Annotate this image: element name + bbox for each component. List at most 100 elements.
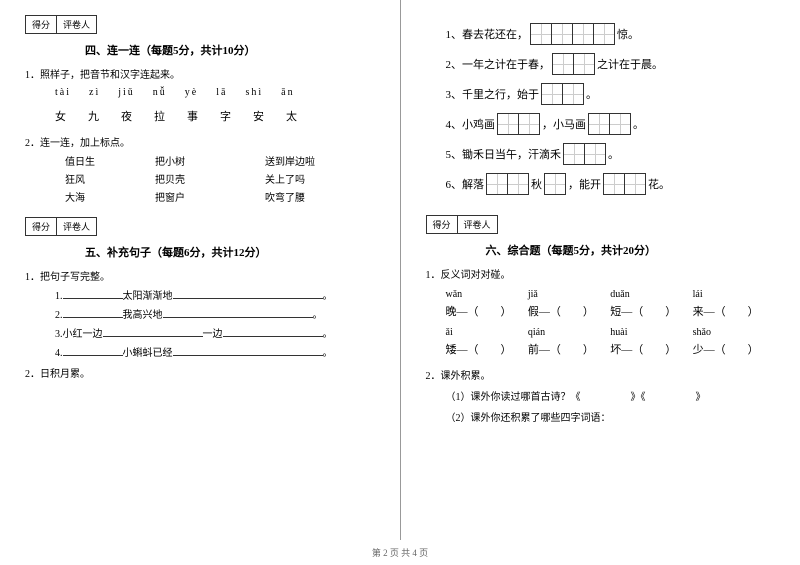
antonym-pinyin: shǎo [693,327,775,338]
char-box[interactable] [624,173,646,195]
char-box[interactable] [518,113,540,135]
char-box[interactable] [593,23,615,45]
char-box-group[interactable] [544,173,566,195]
q5-1: 1．把句子写完整。 [25,268,375,283]
line-num: 5、 [446,146,463,162]
pair-cell: 值日生 [65,153,155,168]
char-lines: 1、春去花还在，惊。2、一年之计在于春，之计在于晨。3、千里之行，始于。4、小鸡… [426,23,776,195]
left-column: 得分 评卷人 四、连一连（每题5分，共计10分） 1．照样子，把音节和汉字连起来… [0,0,401,540]
char-box[interactable] [588,113,610,135]
line-num: 4. [55,348,63,359]
q4-1: 1．照样子，把音节和汉字连起来。 [25,66,375,81]
pinyin: jiǔ [118,87,135,98]
q6-1: 1．反义词对对碰。 [426,266,776,281]
pair-cell: 把小树 [155,153,265,168]
char-box[interactable] [530,23,552,45]
line-num: 3. [55,329,63,340]
line-text: 。 [586,86,597,102]
char-box[interactable] [541,83,563,105]
line-text: ，小马画 [542,116,586,132]
char-box-group[interactable] [541,83,584,105]
antonym-cell: huài 坏—（ ） [610,327,692,357]
blank[interactable] [163,307,313,318]
blank[interactable] [173,345,323,356]
q6-2b: （2）课外你还积累了哪些四字词语： [446,409,776,424]
line-text: 千里之行，始于 [462,86,539,102]
antonym-pinyin: duǎn [610,289,692,300]
line-text: 之计在于晨。 [597,56,663,72]
char-box-group[interactable] [603,173,646,195]
line-text: 小鸡画 [462,116,495,132]
score-box-4: 得分 评卷人 [25,15,97,34]
line-num: 6、 [446,176,463,192]
pinyin: nǚ [153,87,167,98]
char-box[interactable] [544,173,566,195]
blank[interactable] [223,326,323,337]
char-line: 3、千里之行，始于。 [446,83,776,105]
line-num: 2. [55,310,63,321]
antonym-char: 晚—（ ） [446,303,528,319]
q5-2: 2．日积月累。 [25,365,375,380]
line-text: 。 [323,344,333,359]
char-box[interactable] [584,143,606,165]
char-box[interactable] [486,173,508,195]
antonym-pinyin: qián [528,327,610,338]
page-footer: 第 2 页 共 4 页 [0,546,800,559]
pair-row: 值日生把小树送到岸边啦 [65,153,375,168]
section-6-title: 六、综合题（每题5分，共计20分） [486,242,776,258]
char-line: 2、一年之计在于春，之计在于晨。 [446,53,776,75]
antonym-char: 坏—（ ） [610,341,692,357]
line-text: 锄禾日当午，汗滴禾 [462,146,561,162]
pair-cell: 把贝壳 [155,171,265,186]
hanzi: 字 [220,108,231,124]
blank[interactable] [63,307,123,318]
char-box-group[interactable] [486,173,529,195]
score-box-6: 得分 评卷人 [426,215,498,234]
blank[interactable] [63,288,123,299]
char-box-group[interactable] [497,113,540,135]
antonym-char: 短—（ ） [610,303,692,319]
char-box-group[interactable] [588,113,631,135]
char-box-group[interactable] [530,23,615,45]
char-line: 1、春去花还在，惊。 [446,23,776,45]
char-box[interactable] [562,83,584,105]
char-box[interactable] [563,143,585,165]
char-box-group[interactable] [563,143,606,165]
line-text: 一年之计在于春， [462,56,550,72]
pair-row: 大海把窗户吹弯了腰 [65,189,375,204]
blank[interactable] [63,345,123,356]
antonym-pinyin: ǎi [446,327,528,338]
line-text: 花。 [648,176,670,192]
antonym-pinyin: wǎn [446,289,528,300]
fill-line: 2.我高兴地。 [55,306,375,321]
char-box[interactable] [497,113,519,135]
char-box[interactable] [573,53,595,75]
line-text: 我高兴地 [123,306,163,321]
antonym-char: 前—（ ） [528,341,610,357]
line-text: 惊。 [617,26,639,42]
pair-cell: 大海 [65,189,155,204]
antonym-pinyin: huài [610,327,692,338]
pair-cell: 狂风 [65,171,155,186]
blank[interactable] [103,326,203,337]
char-box-group[interactable] [552,53,595,75]
antonym-cell: wǎn 晚—（ ） [446,289,528,319]
blank[interactable] [173,288,323,299]
section-5-title: 五、补充句子（每题6分，共计12分） [85,244,375,260]
antonym-char: 矮—（ ） [446,341,528,357]
score-label: 得分 [26,218,57,235]
char-box[interactable] [552,53,574,75]
hanzi: 太 [286,108,297,124]
char-box[interactable] [572,23,594,45]
char-box[interactable] [603,173,625,195]
fill-line: 4.小蝌蚪已经。 [55,344,375,359]
antonym-pinyin: jiǎ [528,289,610,300]
char-box[interactable] [507,173,529,195]
grader-label: 评卷人 [458,216,497,233]
antonym-char: 来—（ ） [693,303,775,319]
line-text: 春去花还在， [462,26,528,42]
char-box[interactable] [551,23,573,45]
hanzi: 拉 [154,108,165,124]
char-box[interactable] [609,113,631,135]
antonym-cell: shǎo少—（ ） [693,327,775,357]
